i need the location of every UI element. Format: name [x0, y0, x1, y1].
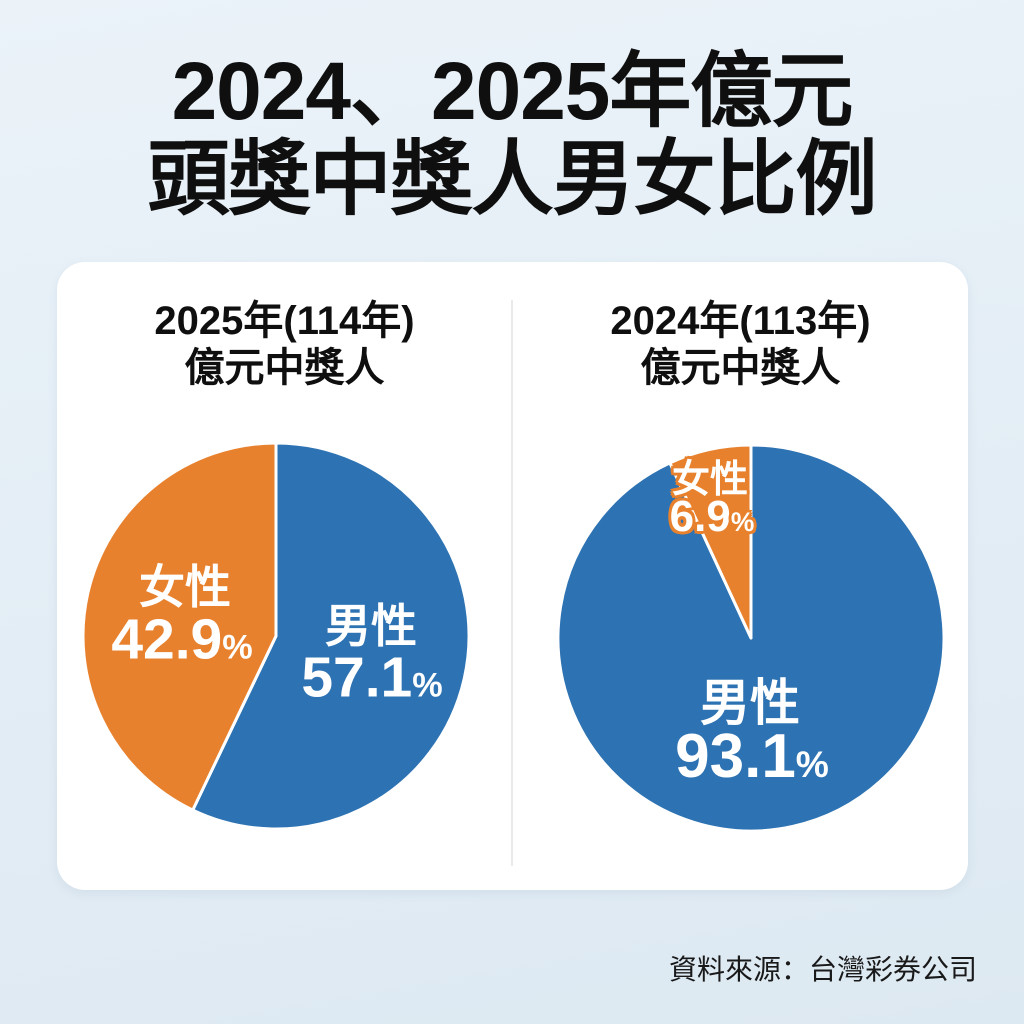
chart-title-2024: 2024年(113年) 億元中獎人 — [513, 298, 968, 392]
male-slice-value-2024: 93.1% — [675, 726, 829, 788]
female-value-number-2024: 6.9 — [669, 492, 731, 541]
female-slice-label-2024: 女性 — [671, 459, 749, 501]
male-pie-slice — [191, 441, 471, 831]
female-slice-value-2024: 6.9% — [670, 495, 755, 539]
female-slice-value-2025: 42.9% — [111, 611, 253, 669]
male-pie-slice — [556, 443, 946, 833]
male-value-number-2025: 57.1 — [301, 645, 413, 710]
male-slice-label-2025: 男性 — [325, 600, 417, 652]
male-slice-value-2025: 57.1% — [301, 649, 443, 707]
chart-title-2025-line2: 億元中獎人 — [184, 346, 385, 391]
chart-title-2025: 2025年(114年) 億元中獎人 — [57, 298, 512, 392]
card-divider — [511, 300, 513, 866]
page-title: 2024、2025年億元 頭獎中獎人男女比例 — [0, 48, 1024, 223]
female-value-number-2025: 42.9 — [111, 607, 223, 672]
male-value-percent-sign-2025: % — [412, 666, 443, 705]
data-source-caption: 資料來源：台灣彩券公司 — [668, 954, 977, 985]
charts-card: 2025年(114年) 億元中獎人 女性 42.9% 男性 57.1% 2024… — [57, 262, 968, 890]
male-value-percent-sign-2024: % — [795, 743, 829, 785]
page-title-line2: 頭獎中獎人男女比例 — [147, 133, 877, 225]
pie-2024 — [556, 443, 946, 833]
male-value-number-2024: 93.1 — [675, 722, 796, 791]
male-slice-label-2024: 男性 — [700, 675, 800, 731]
female-value-percent-sign-2024: % — [730, 507, 755, 537]
chart-title-2025-line1: 2025年(114年) — [154, 299, 415, 343]
pie-chart-2025: 2025年(114年) 億元中獎人 女性 42.9% 男性 57.1% — [57, 262, 512, 890]
pie-chart-2024: 2024年(113年) 億元中獎人 女性 6.9% 男性 93.1% — [513, 262, 968, 890]
pie-2025 — [81, 441, 471, 831]
page-title-line1: 2024、2025年億元 — [171, 46, 854, 137]
chart-title-2024-line1: 2024年(113年) — [610, 299, 871, 343]
female-slice-label-2025: 女性 — [139, 561, 231, 613]
female-pie-slice — [668, 443, 753, 640]
female-pie-slice — [81, 441, 278, 812]
chart-title-2024-line2: 億元中獎人 — [640, 346, 841, 391]
female-value-percent-sign-2025: % — [222, 628, 253, 667]
